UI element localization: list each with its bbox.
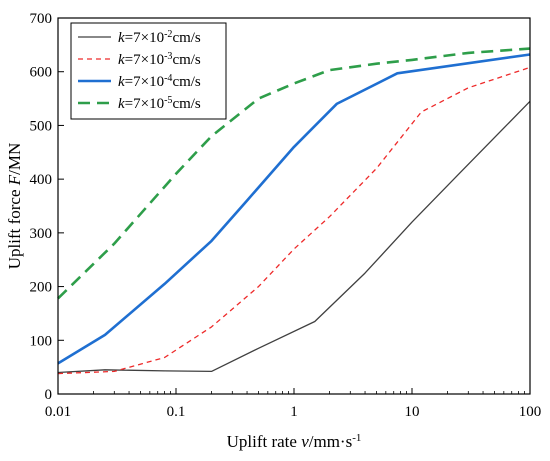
legend-entry-label: k=7×10-2cm/s: [118, 29, 201, 47]
series-layer: [57, 47, 531, 375]
x-tick-label: 1: [290, 404, 298, 420]
y-tick-label: 300: [30, 226, 53, 242]
legend: k=7×10-2cm/s k=7×10-3cm/s k=7×10-4cm/s k=7×…: [70, 22, 227, 120]
x-tick-label: 10: [405, 404, 420, 420]
legend-entry-label: k=7×10-3cm/s: [118, 51, 201, 69]
x-tick-label: 0.1: [167, 404, 186, 420]
y-tick-label: 400: [30, 172, 53, 188]
series-line-3: [57, 53, 531, 365]
x-axis-label: Uplift rate v/mm·s-1: [227, 432, 362, 451]
y-tick-label: 600: [30, 65, 53, 81]
y-axis-ticks: 0 100 200 300 400 500 600 700: [30, 11, 64, 403]
series-line-2: [57, 66, 531, 375]
y-tick-label: 700: [30, 11, 53, 27]
y-tick-label: 500: [30, 118, 53, 134]
y-tick-label: 0: [45, 387, 53, 403]
x-tick-label: 100: [519, 404, 542, 420]
x-axis-ticks: 0.01 0.1 1 10 100: [45, 388, 541, 420]
series-line-1: [57, 100, 531, 374]
y-axis-label: Uplift force F/MN: [5, 143, 24, 270]
series-line-4: [57, 47, 531, 300]
plot-frame: [57, 17, 531, 395]
legend-box: [70, 22, 227, 120]
y-tick-label: 200: [30, 280, 53, 296]
legend-entry-label: k=7×10-5cm/s: [118, 95, 201, 113]
x-tick-label: 0.01: [45, 404, 71, 420]
y-tick-label: 100: [30, 333, 53, 349]
legend-entry-label: k=7×10-4cm/s: [118, 73, 201, 91]
